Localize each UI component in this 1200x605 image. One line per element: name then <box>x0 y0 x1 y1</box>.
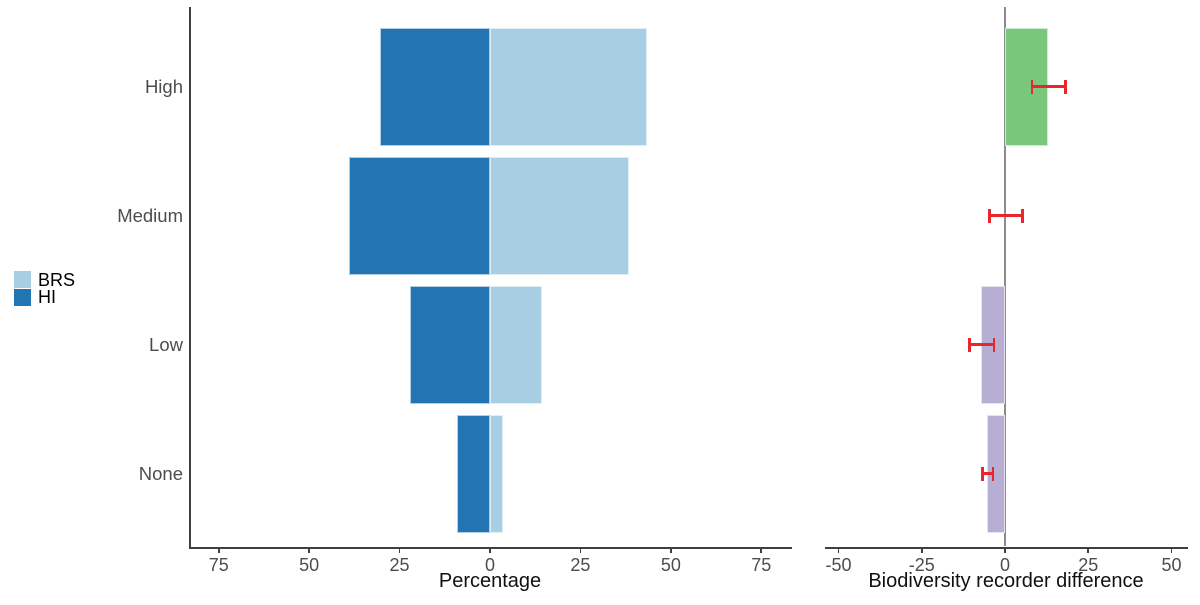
x-tick <box>308 548 310 553</box>
bar-medium-hi <box>348 156 490 275</box>
x-tick-label: 50 <box>660 555 681 575</box>
x-tick-label: 50 <box>299 555 320 575</box>
errorbar-low <box>968 337 995 352</box>
x-tick-label: -50 <box>825 555 852 575</box>
errorbar-high <box>1030 79 1067 94</box>
errorbar-cap-left <box>988 208 991 223</box>
bar-high-hi <box>379 27 490 146</box>
x-tick-label: -25 <box>908 555 935 575</box>
bar-low-brs <box>490 285 543 404</box>
errorbar-cap-right <box>1021 208 1024 223</box>
y-axis-label-medium: Medium <box>117 204 183 226</box>
legend: BRS HI <box>14 271 75 306</box>
x-tick <box>489 548 491 553</box>
x-tick-label: 25 <box>570 555 591 575</box>
bar-none-hi <box>457 414 490 533</box>
bar-high-brs <box>490 27 648 146</box>
x-tick-label: 0 <box>484 555 496 575</box>
bar-medium-brs <box>490 156 630 275</box>
x-tick <box>1170 548 1173 553</box>
errorbar-line <box>988 214 1024 217</box>
right-panel-x-axis-line <box>825 547 1188 549</box>
x-tick-label: 25 <box>1078 555 1099 575</box>
right-x-axis-title: Biodiversity recorder difference <box>868 570 1144 592</box>
bar-none-brs <box>490 414 503 533</box>
legend-label-hi: HI <box>38 287 56 308</box>
x-tick <box>760 548 763 553</box>
errorbar-cap-left <box>981 466 984 481</box>
errorbar-line <box>1030 85 1067 88</box>
left-x-axis-title: Percentage <box>438 570 542 592</box>
legend-key-hi <box>14 288 31 306</box>
errorbar-none <box>981 466 994 481</box>
y-axis-label-none: None <box>138 462 183 484</box>
errorbar-cap-right <box>992 337 995 352</box>
errorbar-cap-right <box>991 466 994 481</box>
bar-low-hi <box>410 285 490 404</box>
left-panel-y-axis-line <box>189 7 191 548</box>
errorbar-medium <box>988 208 1024 223</box>
x-tick-label: 75 <box>208 555 229 575</box>
errorbar-cap-left <box>968 337 971 352</box>
x-tick-label: 25 <box>389 555 410 575</box>
x-tick <box>670 548 672 553</box>
y-axis-label-low: Low <box>149 333 183 355</box>
legend-key-brs <box>14 271 31 289</box>
legend-label-brs: BRS <box>38 269 76 290</box>
left-panel-x-axis-line <box>189 547 792 549</box>
x-tick <box>837 548 840 553</box>
x-tick <box>579 548 582 553</box>
x-tick <box>920 548 923 553</box>
x-tick <box>1087 548 1090 553</box>
y-axis-label-high: High <box>144 75 183 97</box>
errorbar-line <box>968 343 995 346</box>
x-tick <box>1004 548 1006 553</box>
zero-reference-line <box>1003 7 1006 546</box>
x-tick-label: 50 <box>1161 555 1182 575</box>
errorbar-line <box>981 472 994 475</box>
legend-item-brs: BRS <box>14 271 75 289</box>
x-tick-label: 75 <box>751 555 772 575</box>
errorbar-cap-right <box>1064 79 1067 94</box>
legend-item-hi: HI <box>14 287 75 308</box>
errorbar-cap-left <box>1030 79 1034 94</box>
x-tick-label: 0 <box>999 555 1011 575</box>
x-tick <box>398 548 401 553</box>
x-tick <box>217 548 220 553</box>
